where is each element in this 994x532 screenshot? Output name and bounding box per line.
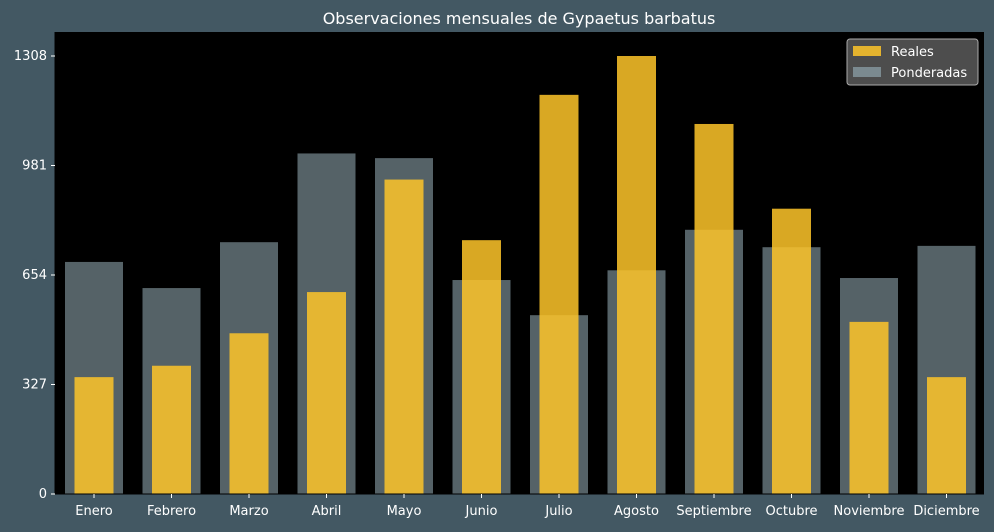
x-tick-label: Octubre bbox=[765, 504, 817, 519]
axes: 0 327 654 981 1308 Enero Febrero Marzo Abril Mayo… bbox=[14, 32, 984, 519]
bar-reales-7 bbox=[617, 56, 656, 494]
bar-reales-3 bbox=[307, 292, 346, 494]
x-tick-label: Abril bbox=[312, 504, 342, 519]
bar-reales-8 bbox=[694, 123, 734, 495]
bar-reales-4 bbox=[384, 179, 424, 495]
legend-swatch-ponderadas bbox=[853, 67, 881, 77]
x-tick-label: Noviembre bbox=[834, 504, 905, 519]
bar-reales-11 bbox=[927, 377, 966, 494]
legend-swatch-reales bbox=[853, 46, 881, 56]
bar-reales-0 bbox=[74, 377, 114, 494]
chart-title: Observaciones mensuales de Gypaetus barb… bbox=[323, 9, 716, 28]
x-tick-label: Mayo bbox=[387, 504, 422, 519]
x-tick-label: Agosto bbox=[614, 504, 659, 519]
y-tick-label: 1308 bbox=[14, 49, 47, 64]
series-reales bbox=[74, 56, 966, 495]
x-tick-label: Febrero bbox=[147, 504, 196, 519]
plot-area bbox=[55, 32, 984, 494]
x-tick-label: Junio bbox=[465, 504, 498, 519]
x-tick-label: Julio bbox=[544, 504, 572, 519]
legend-label-reales: Reales bbox=[891, 45, 934, 60]
x-tick-label: Marzo bbox=[229, 504, 268, 519]
bar-reales-10 bbox=[849, 321, 889, 494]
legend: Reales Ponderadas bbox=[846, 38, 979, 86]
legend-label-ponderadas: Ponderadas bbox=[891, 66, 967, 81]
y-tick-label: 654 bbox=[22, 268, 47, 283]
x-tick-label: Septiembre bbox=[676, 504, 751, 519]
x-tick-label: Diciembre bbox=[913, 504, 979, 519]
bar-reales-2 bbox=[229, 333, 269, 494]
y-tick-label: 981 bbox=[22, 159, 47, 174]
y-tick-label: 327 bbox=[22, 378, 47, 393]
bar-reales-5 bbox=[462, 240, 501, 494]
bar-reales-1 bbox=[152, 365, 191, 494]
y-tick-label: 0 bbox=[39, 487, 47, 502]
bar-reales-9 bbox=[772, 208, 811, 494]
x-tick-label: Enero bbox=[75, 504, 113, 519]
bar-reales-6 bbox=[539, 94, 579, 494]
